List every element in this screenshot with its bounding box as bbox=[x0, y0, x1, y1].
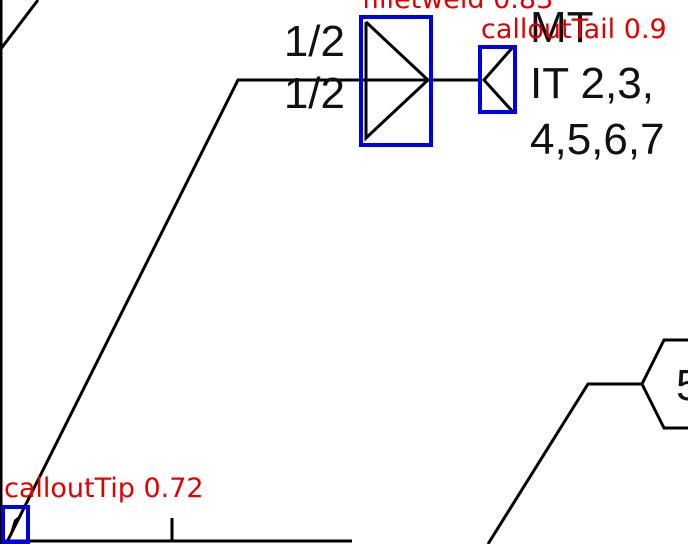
weld-size: 1/2 bbox=[284, 17, 345, 66]
leader-line bbox=[6, 78, 480, 541]
note-line: 4,5,6,7 bbox=[530, 115, 665, 164]
detection-label: calloutTail 0.9 bbox=[481, 14, 667, 45]
detection-box bbox=[1, 505, 30, 544]
leader-arrow bbox=[8, 515, 20, 540]
fillet-weld-symbol bbox=[364, 20, 431, 142]
balloon-leader bbox=[486, 382, 642, 544]
note-line: MT bbox=[530, 3, 594, 52]
weld-size: 1/2 bbox=[284, 69, 345, 118]
detection-box bbox=[359, 15, 433, 147]
tail-symbol bbox=[481, 46, 515, 114]
detection-label: filletweld 0.83 bbox=[362, 0, 553, 15]
balloon-number: 5 bbox=[676, 361, 688, 410]
edge-line bbox=[0, 0, 40, 51]
detection-label: calloutTip 0.72 bbox=[4, 473, 204, 504]
note-line: IT 2,3, bbox=[530, 59, 654, 108]
detection-box bbox=[478, 45, 517, 114]
balloon-hexagon bbox=[640, 338, 688, 430]
